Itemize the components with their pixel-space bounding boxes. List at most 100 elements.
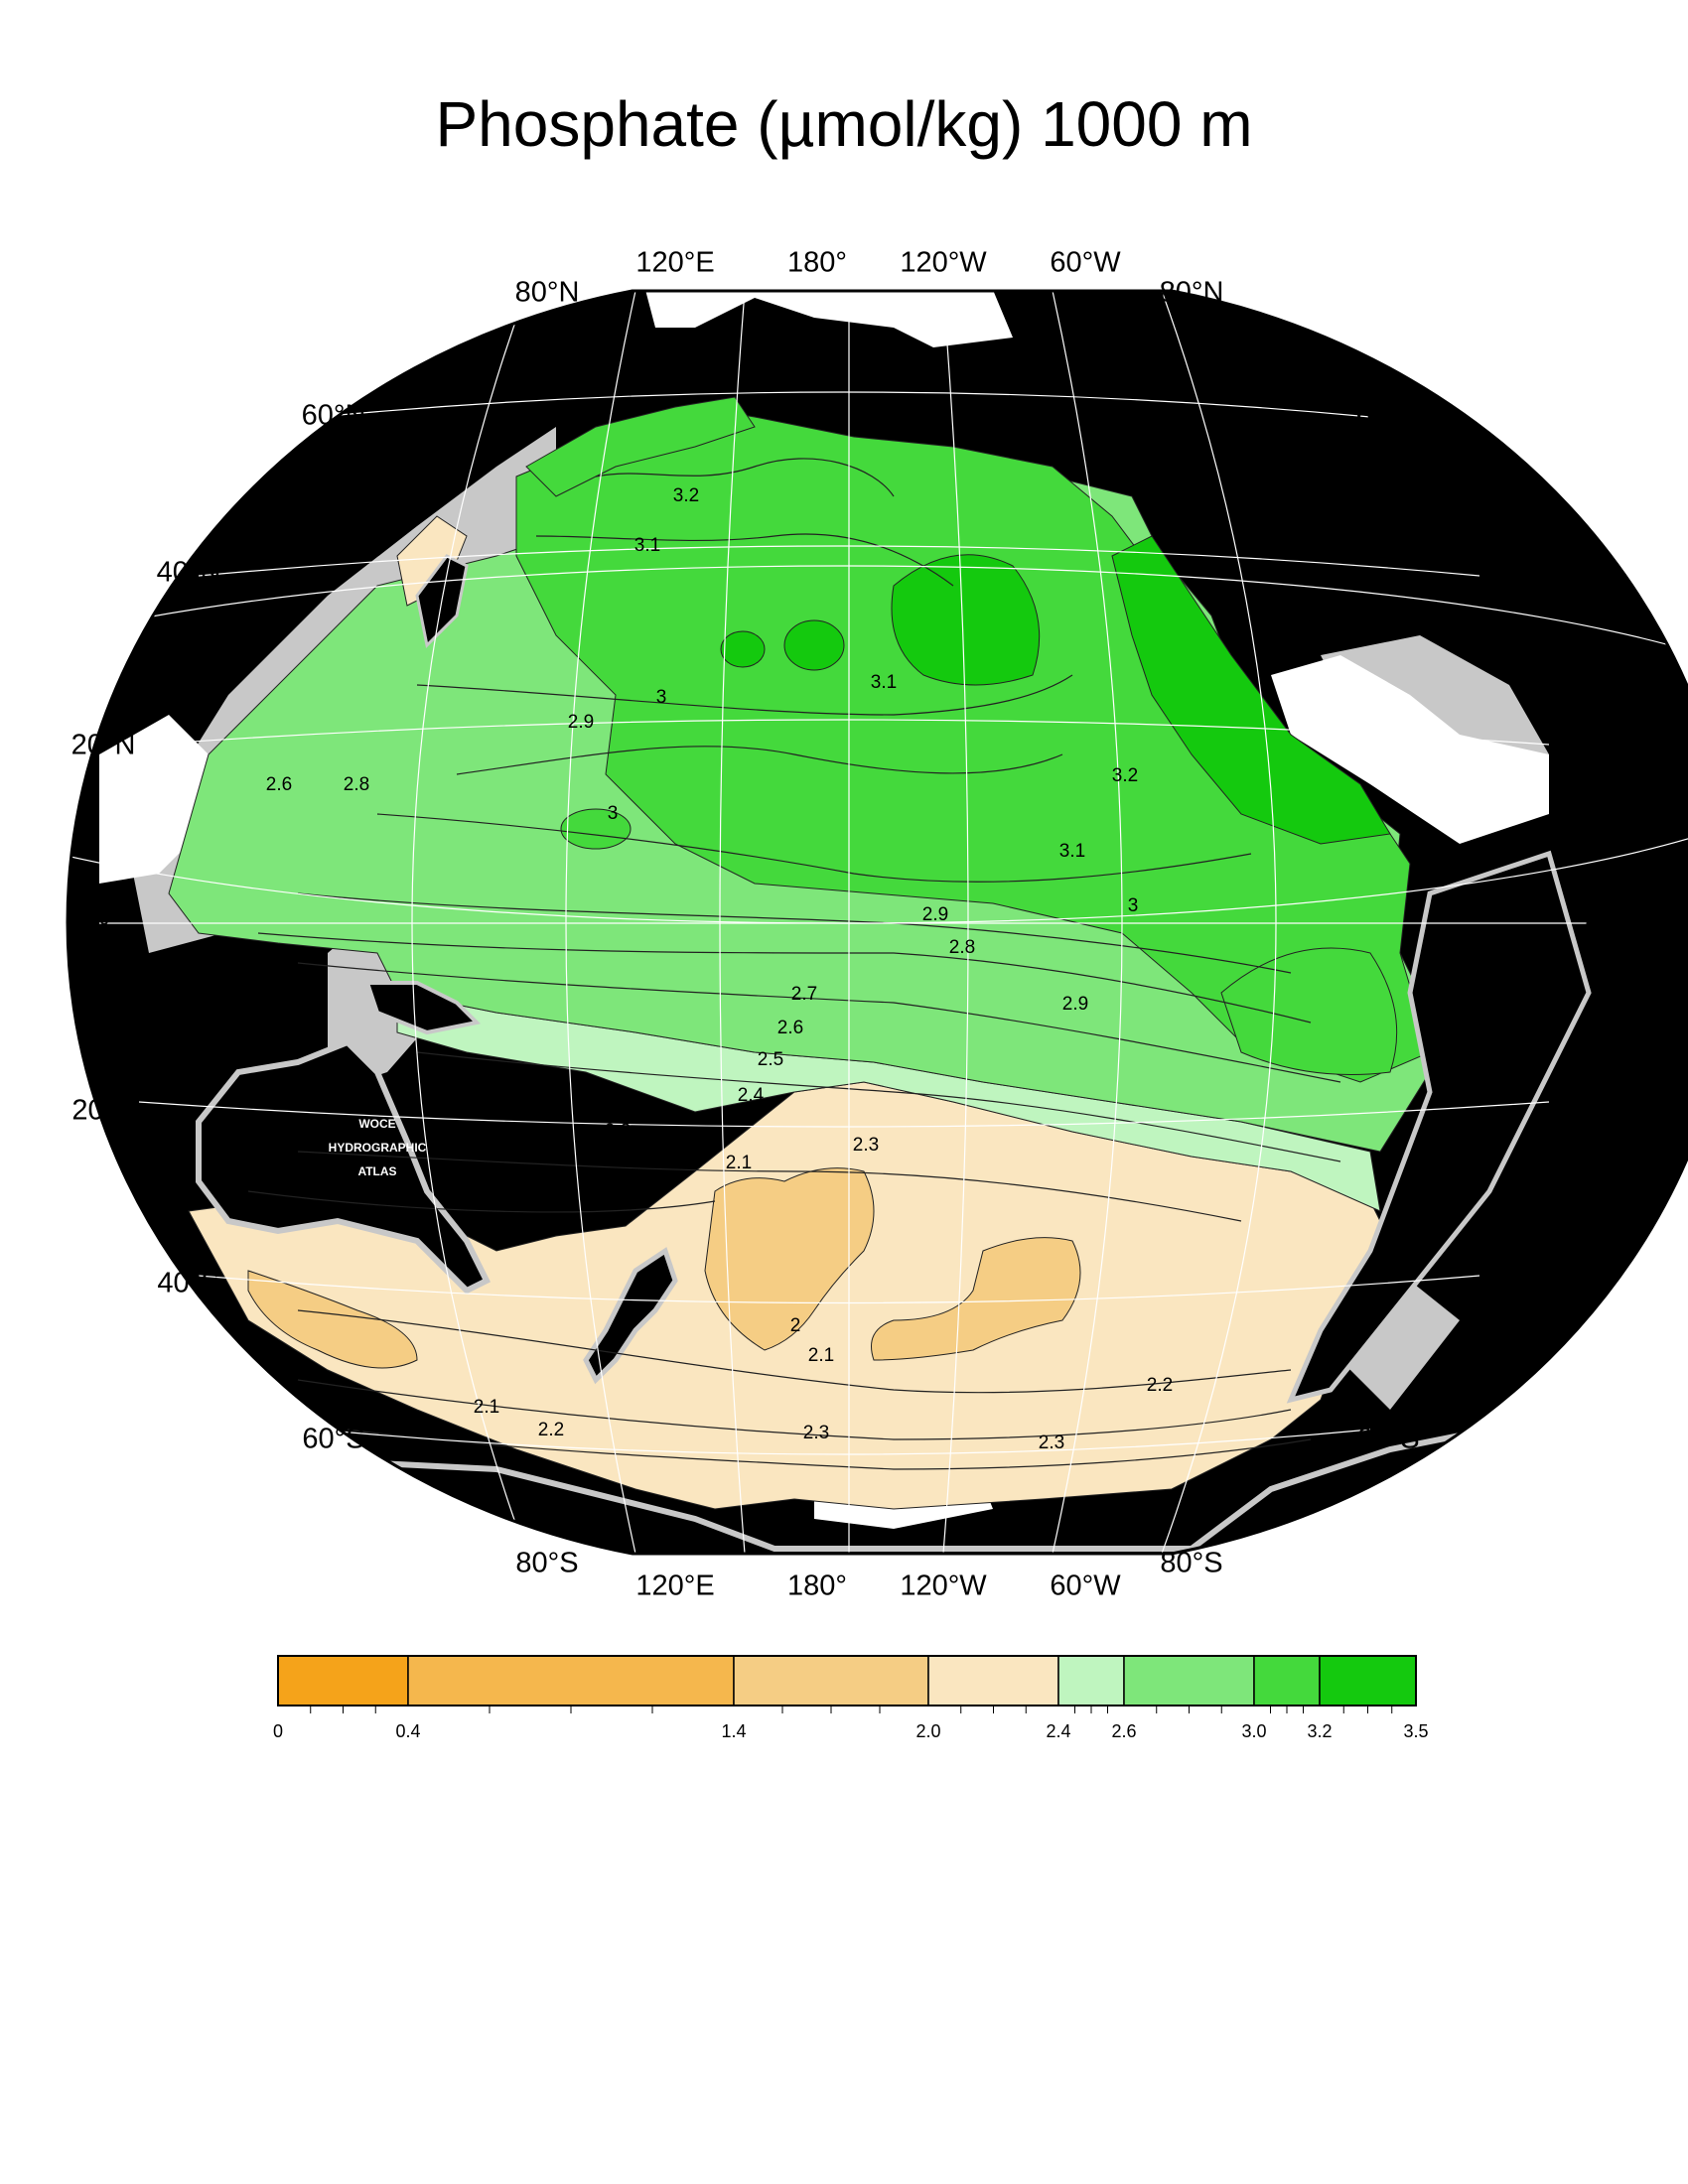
contour-lines [247,458,1341,1470]
colorbar-tick-label: 0.4 [395,1721,421,1741]
lon-label-top: 120°E [635,246,715,279]
colorbar-segment [1123,1655,1255,1706]
lat-label-right: 40°S [1481,1267,1545,1299]
contour-label: 3.1 [871,672,897,693]
south-america [1286,850,1592,1404]
contour-label: 3.2 [1112,765,1138,786]
lat-label-left: 80°N [514,276,580,309]
west-land-white [99,715,209,884]
watermark-line: ATLAS [357,1164,397,1178]
contour-label: 2.6 [266,774,292,795]
ocean-orange-patch [247,1270,418,1369]
contour-label: 2.9 [1062,994,1088,1015]
contour-label: 2.9 [568,712,594,733]
arctic-ice [645,291,1013,347]
contour-labels: 3.2 3.1 3 2.9 2.6 2.8 3 3.1 3.2 3.1 3 2.9 2.8 2.7 2.6 2… [266,485,1173,1453]
australia [196,1038,492,1295]
colorbar-segment [277,1655,409,1706]
lat-label-right: 20°N [1558,729,1623,761]
contour-label: 2.3 [1039,1433,1064,1453]
colorbar-segment [733,1655,929,1706]
ocean-green-cell [560,808,632,850]
lat-label-left: 20°S [71,1094,135,1127]
lon-label-bottom: 180° [787,1570,847,1602]
new-guinea [364,981,482,1035]
lat-label-left: 40°N [156,556,221,589]
lon-label-bottom: 120°W [900,1570,987,1602]
lat-label-left: 80°S [515,1547,579,1579]
colorbar-segment [407,1655,735,1706]
lon-label-top: 120°W [900,246,987,279]
graticule [68,291,1688,1554]
caribbean-white [1271,655,1549,844]
colorbar-tick-label: 3.2 [1307,1721,1333,1741]
lon-label-top: 180° [787,246,847,279]
contour-label: 2.7 [791,984,817,1005]
map-title: Phosphate (µmol/kg) 1000 m [435,88,1253,160]
watermark-line: WOCE [358,1117,396,1131]
ocean-dark-green [1111,535,1391,845]
contour-label: 3.1 [634,535,660,556]
lat-label-left: 40°S [157,1267,220,1299]
ocean-north-green [525,396,756,497]
lat-label-left: 60°S [302,1423,365,1455]
lat-label-left: 60°N [301,399,366,432]
lat-label-right: 80°S [1160,1547,1223,1579]
contour-label: 2.1 [474,1397,499,1418]
colorbar-tick-label: 3.0 [1241,1721,1267,1741]
contour-label: 2.4 [738,1085,765,1106]
ocean-dark-green-patch [891,554,1041,686]
lat-label-left: 20°N [70,729,136,761]
new-zealand [583,1247,678,1385]
colorbar-tick-label: 2.0 [915,1721,941,1741]
shelf [1340,1281,1460,1410]
lat-label-right: 60°S [1356,1423,1420,1455]
contour-label: 2.1 [726,1153,752,1173]
contour-label: 3.2 [673,485,699,506]
colorbar-tick-label: 0 [272,1721,284,1741]
ocean-dark-green-cell [720,630,766,668]
ocean-dark-green-cell [783,619,845,671]
lat-label-right: 80°N [1159,276,1224,309]
colorbar [277,1655,1417,1713]
contour-label: 2.8 [949,937,975,958]
lon-label-bottom: 60°W [1050,1570,1121,1602]
contour-label: 2.5 [758,1049,783,1070]
contour-label: 2.1 [808,1345,834,1366]
colorbar-segment [1319,1655,1417,1706]
map-outline [66,289,1688,1556]
contour-label: 2.2 [605,1121,631,1142]
lat-label-left: 0° [82,911,110,944]
colorbar-segment [927,1655,1059,1706]
colorbar-tick-label: 3.5 [1403,1721,1429,1741]
contour-label: 2.3 [853,1135,879,1156]
colorbar-tick-label: 2.4 [1046,1721,1071,1741]
contour-label: 3 [608,803,619,824]
contour-label: 2.2 [1147,1375,1173,1396]
contour-label: 2.6 [777,1018,803,1038]
contour-label: 2.8 [344,774,369,795]
watermark-line: HYDROGRAPHIC [328,1141,427,1155]
colorbar-tick-label: 2.6 [1111,1721,1137,1741]
colorbar-segment [1057,1655,1125,1706]
contour-label: 3 [656,687,667,708]
ocean-orange-patch [704,1167,875,1351]
colorbar-segment [1253,1655,1321,1706]
woce-watermark: WOCE HYDROGRAPHIC ATLAS [278,1112,477,1183]
lon-label-bottom: 120°E [635,1570,715,1602]
lat-label-right: 40°N [1480,556,1546,589]
ocean-orange-patch [871,1237,1081,1361]
lat-label-right: 60°N [1355,399,1421,432]
colorbar-tick-label: 1.4 [721,1721,747,1741]
lat-label-right: 20°S [1559,1094,1622,1127]
contour-label: 3 [1128,895,1139,916]
ocean-green-patch [1220,947,1398,1075]
contour-label: 3.1 [1059,841,1085,862]
colorbar-frame [277,1655,1417,1706]
lon-label-top: 60°W [1050,246,1121,279]
lat-label-right: 0° [1585,911,1613,944]
contour-label: 2.3 [803,1423,829,1443]
contour-label: 2.2 [538,1420,564,1440]
